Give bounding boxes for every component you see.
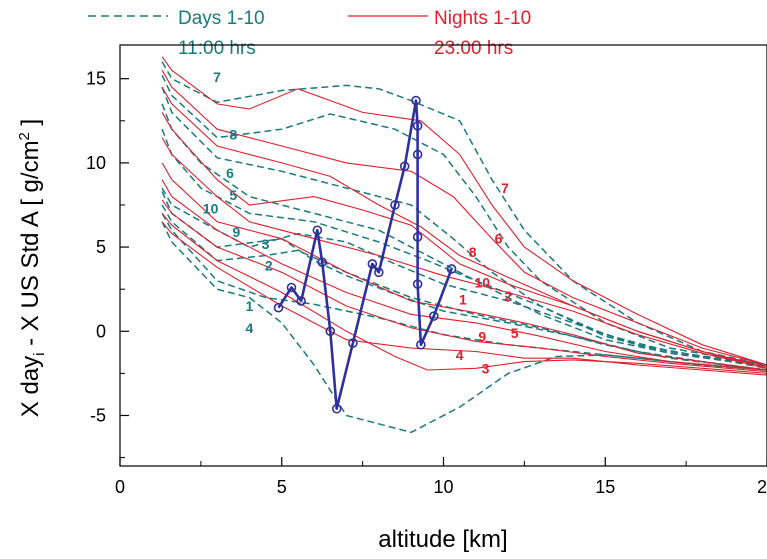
- trajectory-point-7: [331, 403, 342, 414]
- trajectory-point-10: [373, 267, 384, 278]
- day-label-1: 1: [246, 298, 254, 314]
- day-label-8: 8: [229, 126, 237, 142]
- plot-frame: [119, 44, 767, 467]
- night-series-9-line: [161, 199, 767, 373]
- night-label-6: 6: [495, 231, 503, 247]
- trajectory-point-19: [428, 311, 439, 321]
- legend-night-label: Nights 1-10: [434, 8, 531, 29]
- y-axis-title-sup: 2: [16, 132, 33, 140]
- x-tick-label-10: 10: [433, 477, 453, 497]
- night-series-5-line: [161, 179, 767, 371]
- y-axis-title-sub: i: [31, 353, 48, 356]
- trajectory-point-2: [286, 282, 297, 293]
- x-tick-label-5: 5: [277, 477, 287, 497]
- trajectory-point-20: [446, 264, 457, 274]
- trajectory-point-8: [348, 338, 358, 348]
- y-axis-title-main: X day: [17, 356, 44, 417]
- night-series-6-line: [161, 70, 767, 366]
- legend-day-label: Days 1-10: [178, 8, 265, 29]
- trajectory-point-15: [412, 149, 423, 160]
- night-series-7-line: [161, 56, 767, 366]
- night-series-10-line: [161, 112, 767, 369]
- day-series-1-line: [161, 213, 767, 371]
- x-tick-label-0: 0: [115, 477, 125, 497]
- trajectory-point-4: [312, 225, 323, 236]
- trajectory-point-5: [317, 257, 327, 268]
- y-tick-label-10: 10: [86, 153, 106, 173]
- y-tick-label--5: -5: [90, 405, 106, 425]
- trajectory-point-14: [412, 121, 423, 131]
- night-label-2: 2: [504, 288, 512, 304]
- trajectory-point-11: [390, 200, 400, 210]
- trajectory-point-13: [411, 95, 421, 106]
- trajectory-line: [277, 99, 453, 411]
- trajectory-point-16: [412, 232, 423, 242]
- day-series-4-line: [161, 221, 767, 434]
- y-axis-title-rest: - X US Std A [ g/cm: [17, 140, 44, 352]
- day-label-7: 7: [213, 69, 221, 85]
- night-label-3: 3: [482, 360, 490, 376]
- trajectory-point-6: [325, 326, 336, 337]
- day-label-10: 10: [203, 200, 219, 216]
- night-label-9: 9: [478, 328, 486, 344]
- trajectory-point-1: [273, 302, 284, 313]
- legend-night-sublabel: 23:00 hrs: [434, 38, 513, 59]
- trajectory-point-3: [296, 296, 306, 306]
- day-series-7-line: [161, 61, 767, 366]
- night-series-4-line: [161, 213, 767, 374]
- day-label-5: 5: [229, 187, 237, 203]
- day-series-5-line: [161, 103, 767, 366]
- trajectory-point-12: [399, 161, 410, 172]
- night-label-4: 4: [456, 347, 464, 363]
- day-label-6: 6: [226, 165, 234, 181]
- night-label-8: 8: [469, 244, 477, 260]
- trajectory-point-18: [416, 339, 426, 350]
- night-series-3-line: [161, 221, 767, 376]
- day-label-3: 3: [262, 236, 270, 252]
- x-axis-title: altitude [km]: [378, 526, 507, 553]
- day-label-9: 9: [233, 224, 241, 240]
- day-series-8-line: [161, 74, 767, 366]
- night-series-2-line: [161, 137, 767, 369]
- day-label-4: 4: [246, 320, 254, 336]
- y-axis-title: X dayi - X US Std A [ g/cm2 ]: [16, 119, 48, 417]
- trajectory-point-17: [412, 279, 423, 289]
- night-label-1: 1: [459, 291, 467, 307]
- y-tick-label-15: 15: [86, 69, 106, 89]
- y-tick-label-0: 0: [96, 321, 106, 341]
- night-label-10: 10: [475, 274, 491, 290]
- trajectory-point-9: [367, 259, 378, 269]
- y-tick-label-5: 5: [96, 237, 106, 257]
- x-tick-label-15: 15: [595, 477, 615, 497]
- night-label-5: 5: [511, 325, 519, 341]
- y-axis-title-end: ]: [17, 119, 44, 132]
- night-series-1-line: [161, 162, 767, 371]
- day-series-6-line: [161, 86, 767, 366]
- day-label-2: 2: [265, 258, 273, 274]
- night-label-7: 7: [501, 180, 509, 196]
- x-tick-label-20: 20: [757, 477, 767, 497]
- legend: Days 1-10 11:00 hrs Nights 1-10 23:00 hr…: [88, 8, 531, 59]
- legend-day-sublabel: 11:00 hrs: [178, 38, 256, 59]
